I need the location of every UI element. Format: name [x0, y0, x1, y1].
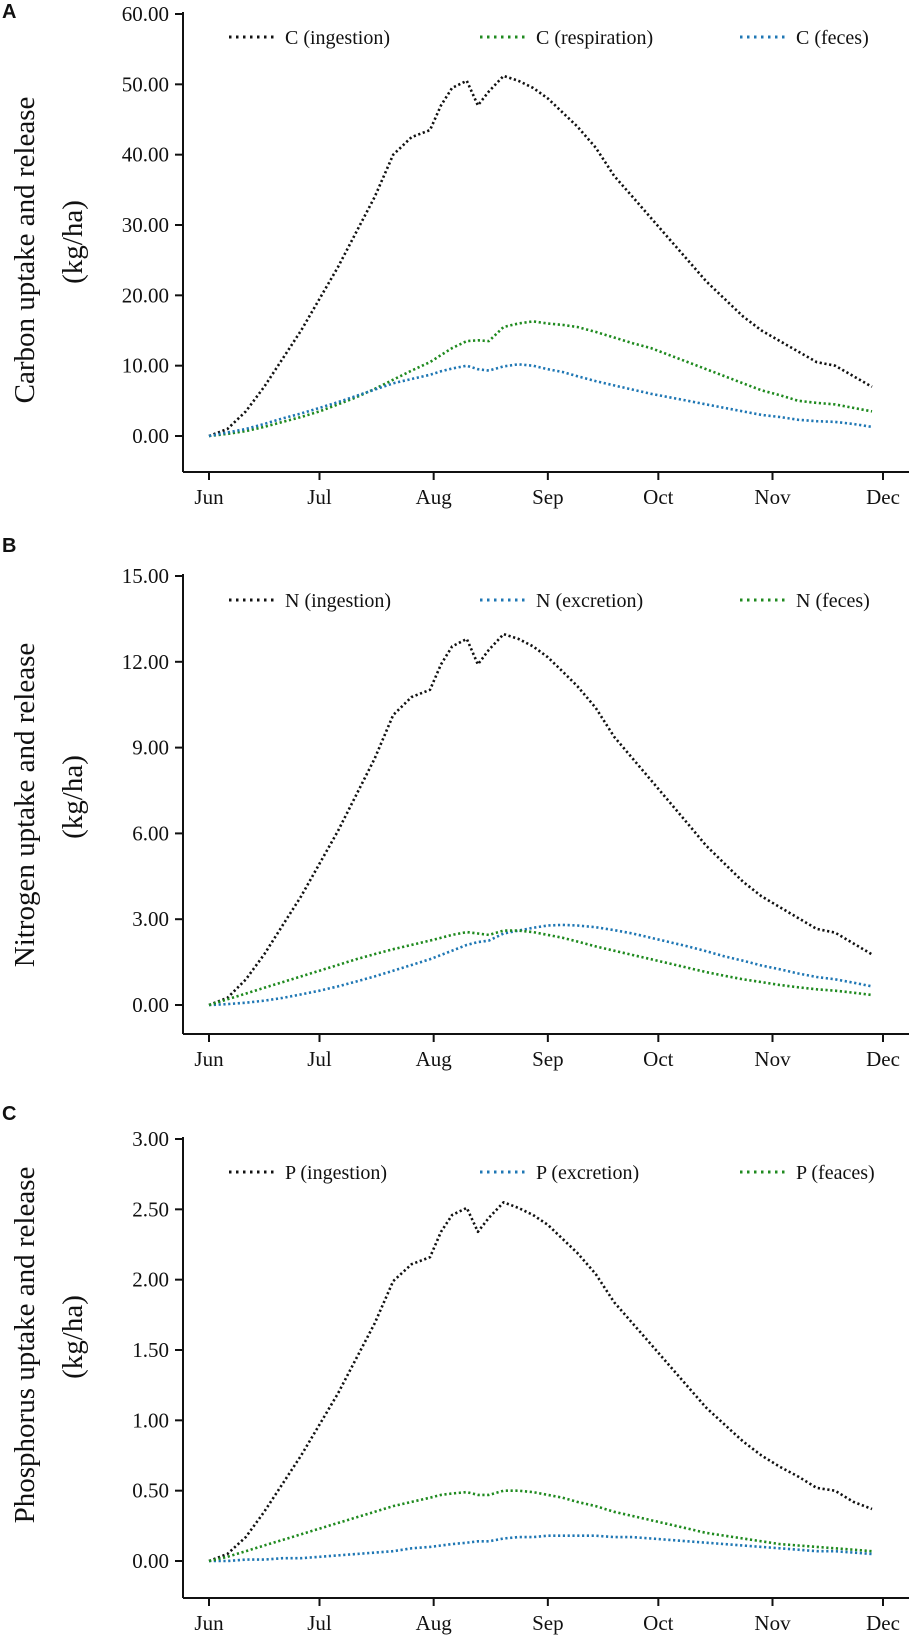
legend-label: N (excretion): [536, 590, 643, 612]
y-tick-label: 0.50: [132, 1479, 169, 1503]
series-line-0: [208, 74, 873, 438]
x-tick-label: Nov: [754, 485, 791, 509]
y-tick-label: 0.00: [132, 993, 169, 1017]
x-tick-label: Jun: [194, 1047, 224, 1071]
y-tick-label: 3.00: [132, 1127, 169, 1151]
panel-b: B 0.00 3.00 6.00 9.00 12.00 15.00 Jun Jul Aug Sep O…: [2, 535, 909, 1071]
x-tick-label: Aug: [416, 1611, 453, 1635]
y-tick-label: 40.00: [122, 143, 169, 167]
x-tick-label: Aug: [416, 1047, 453, 1071]
y-tick-label: 12.00: [122, 650, 169, 674]
y-tick-label: 10.00: [122, 354, 169, 378]
x-tick-label: Oct: [643, 1047, 673, 1071]
x-tick-label: Jun: [194, 485, 224, 509]
series-line-1: [208, 320, 873, 438]
y-tick-label: 1.00: [132, 1408, 169, 1432]
legend-label: P (feaces): [796, 1162, 875, 1184]
panel-c: C 0.00 0.50 1.00 1.50 2.00 2.50 3.00 Jun Jul Aug Se…: [2, 1103, 909, 1635]
y-axis-title: Nitrogen uptake and release: [9, 643, 41, 968]
y-tick-label: 15.00: [122, 564, 169, 588]
x-tick-label: Dec: [866, 485, 900, 509]
series-line-2: [208, 1489, 873, 1563]
y-tick-label: 50.00: [122, 72, 169, 96]
y-tick-label: 0.00: [132, 1549, 169, 1573]
y-tick-label: 0.00: [132, 424, 169, 448]
series-line-0: [208, 632, 873, 1007]
y-axis-unit: (kg/ha): [57, 1295, 89, 1379]
x-tick-label: Nov: [754, 1611, 791, 1635]
x-tick-label: Sep: [532, 1047, 564, 1071]
y-tick-label: 6.00: [132, 821, 169, 845]
legend-label: C (ingestion): [285, 27, 390, 49]
y-tick-label: 30.00: [122, 213, 169, 237]
legend-label: C (respiration): [536, 27, 653, 49]
x-tick-label: Dec: [866, 1611, 900, 1635]
series-line-1: [208, 923, 873, 1007]
y-axis-unit: (kg/ha): [57, 200, 89, 284]
y-tick-label: 1.50: [132, 1338, 169, 1362]
x-tick-label: Sep: [532, 485, 564, 509]
x-tick-label: Sep: [532, 1611, 564, 1635]
x-tick-label: Oct: [643, 485, 673, 509]
legend-label: C (feces): [796, 27, 869, 49]
y-axis-title: Phosphorus uptake and release: [9, 1167, 41, 1524]
panel-letter: A: [2, 1, 16, 23]
y-axis-unit: (kg/ha): [57, 755, 89, 839]
x-tick-label: Jul: [307, 485, 332, 509]
legend-label: N (feces): [796, 590, 870, 612]
y-tick-label: 3.00: [132, 907, 169, 931]
x-tick-label: Aug: [416, 485, 453, 509]
series-line-1: [209, 1534, 873, 1563]
x-tick-label: Dec: [866, 1047, 900, 1071]
legend-label: P (ingestion): [285, 1162, 387, 1184]
series-line-0: [208, 1201, 873, 1563]
panel-letter: C: [2, 1103, 16, 1125]
y-axis-title: Carbon uptake and release: [9, 97, 41, 404]
y-tick-label: 2.00: [132, 1268, 169, 1292]
series-line-2: [208, 362, 873, 438]
x-tick-label: Jul: [307, 1047, 332, 1071]
series-line-2: [208, 929, 873, 1007]
y-tick-label: 2.50: [132, 1197, 169, 1221]
x-tick-label: Nov: [754, 1047, 791, 1071]
panel-a: A 0.00 10.00 20.00 30.00 40.00 50.00 60.00 Jun Ju…: [2, 1, 909, 509]
y-tick-label: 60.00: [122, 2, 169, 26]
legend-label: P (excretion): [536, 1162, 639, 1184]
y-tick-label: 20.00: [122, 283, 169, 307]
x-tick-label: Jul: [307, 1611, 332, 1635]
legend-label: N (ingestion): [285, 590, 391, 612]
x-tick-label: Oct: [643, 1611, 673, 1635]
x-tick-label: Jun: [194, 1611, 224, 1635]
y-tick-label: 9.00: [132, 736, 169, 760]
panel-letter: B: [2, 535, 16, 557]
